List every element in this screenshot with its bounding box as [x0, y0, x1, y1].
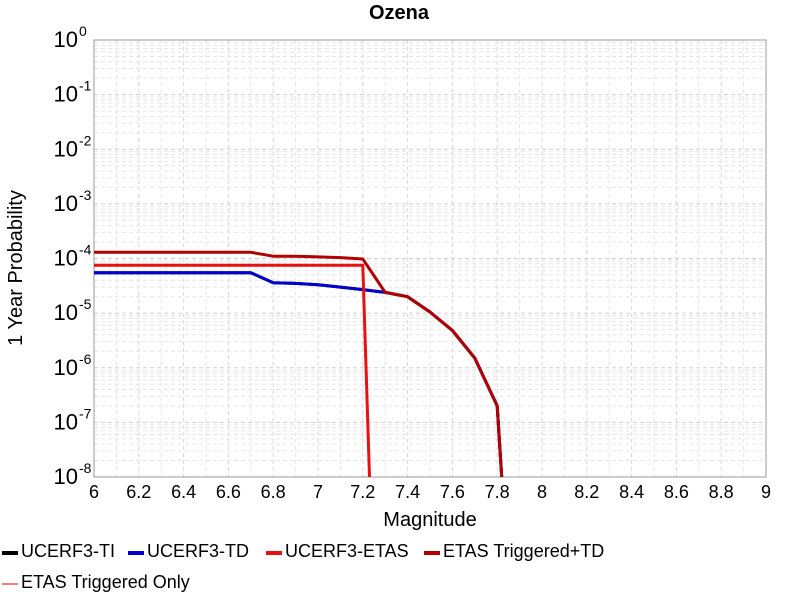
y-tick-label: 10 0: [54, 23, 87, 52]
grid: [93, 40, 767, 478]
legend-label: UCERF3-TD: [147, 541, 249, 561]
y-axis-label: 1 Year Probability: [5, 190, 27, 346]
x-tick-label: 6.6: [216, 482, 241, 502]
y-tick-base: 10: [54, 409, 78, 434]
x-tick-label: 8.6: [664, 482, 689, 502]
series-layer: [94, 250, 504, 477]
y-tick-base: 10: [54, 82, 78, 107]
x-axis-label: Magnitude: [383, 509, 476, 531]
x-axis-ticks: 6 6.2 6.4 6.6 6.8 7 7.2 7.4 7.6 7.8 8 8.2 8.4 8.6 8.8 9: [89, 482, 771, 502]
y-tick-base: 10: [54, 27, 78, 52]
legend-label: UCERF3-ETAS: [285, 541, 409, 561]
y-tick-base: 10: [54, 464, 78, 489]
x-tick-label: 8: [537, 482, 547, 502]
y-tick-base: 10: [54, 355, 78, 380]
y-tick-exponent: -4: [79, 242, 92, 258]
x-tick-label: 6.2: [126, 482, 151, 502]
x-tick-label: 8.4: [619, 482, 644, 502]
x-tick-label: 7.4: [395, 482, 420, 502]
y-tick-base: 10: [54, 191, 78, 216]
y-tick-label: 10 -7: [54, 405, 92, 434]
y-tick-exponent: -5: [79, 296, 92, 312]
series-line-etas-triggered-td: [94, 250, 504, 477]
y-tick-label: 10 -4: [54, 242, 92, 271]
y-tick-label: 10 -6: [54, 351, 92, 380]
x-tick-label: 8.2: [574, 482, 599, 502]
legend-item: UCERF3-TI: [2, 541, 115, 561]
y-tick-exponent: -1: [79, 78, 92, 94]
x-tick-label: 6.8: [261, 482, 286, 502]
y-tick-base: 10: [54, 246, 78, 271]
x-tick-label: 6.4: [171, 482, 196, 502]
y-tick-label: 10 -8: [54, 460, 92, 489]
y-tick-label: 10 -5: [54, 296, 92, 325]
plot-area: [93, 39, 767, 478]
legend-label: ETAS Triggered+TD: [443, 541, 604, 561]
y-tick-exponent: 0: [79, 23, 87, 39]
x-tick-label: 9: [761, 482, 771, 502]
y-tick-base: 10: [54, 300, 78, 325]
legend-label: UCERF3-TI: [21, 541, 115, 561]
x-tick-label: 7.8: [485, 482, 510, 502]
x-tick-label: 7.6: [440, 482, 465, 502]
x-tick-label: 7: [313, 482, 323, 502]
legend-item: UCERF3-TD: [128, 541, 249, 561]
legend: UCERF3-TI UCERF3-TD UCERF3-ETAS ETAS Trigge…: [2, 541, 604, 592]
y-tick-exponent: -6: [79, 351, 92, 367]
y-tick-base: 10: [54, 136, 78, 161]
chart-title: Ozena: [369, 2, 430, 24]
y-tick-label: 10 -1: [54, 78, 92, 107]
y-tick-exponent: -7: [79, 405, 92, 421]
series-line-ucerf3-td: [94, 271, 504, 477]
series-line-ucerf3-etas: [94, 263, 371, 477]
y-tick-exponent: -8: [79, 460, 92, 476]
y-tick-label: 10 -3: [54, 187, 92, 216]
y-tick-exponent: -3: [79, 187, 92, 203]
series-line-ucerf3-ti: [94, 271, 504, 477]
x-tick-label: 7.2: [350, 482, 375, 502]
y-tick-exponent: -2: [79, 132, 92, 148]
y-tick-label: 10 -2: [54, 132, 92, 161]
x-tick-label: 6: [89, 482, 99, 502]
legend-item: UCERF3-ETAS: [266, 541, 409, 561]
legend-item: ETAS Triggered+TD: [424, 541, 604, 561]
legend-label: ETAS Triggered Only: [21, 572, 190, 592]
legend-item: ETAS Triggered Only: [2, 572, 190, 592]
x-tick-label: 8.8: [709, 482, 734, 502]
